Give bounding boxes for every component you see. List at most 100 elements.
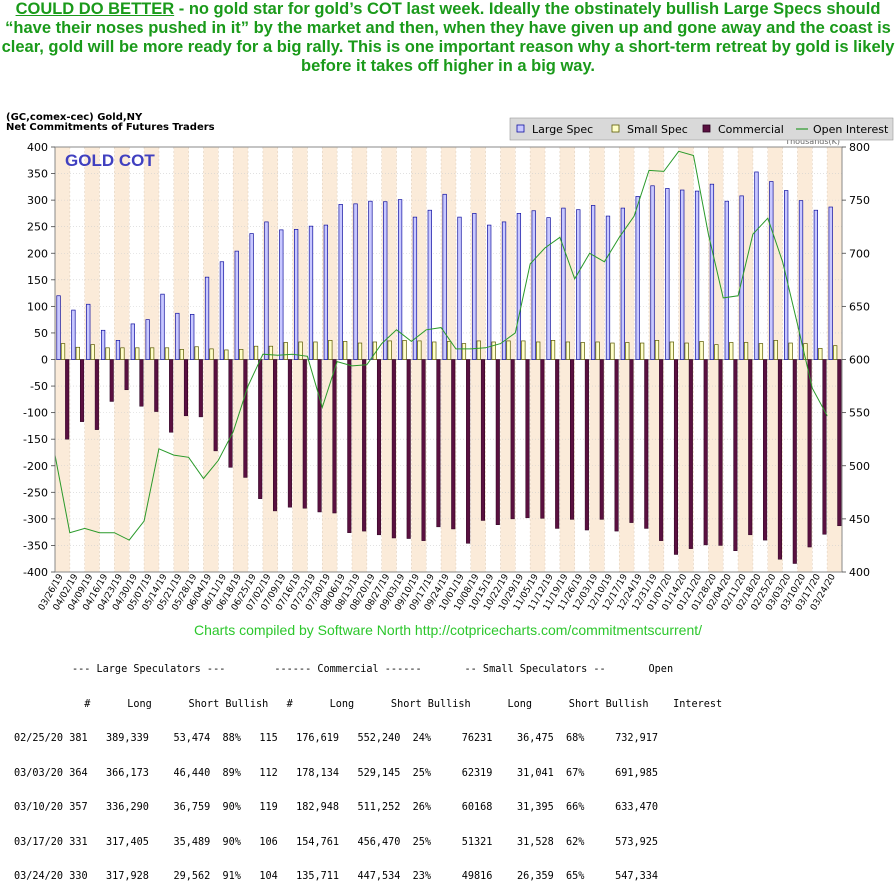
bar-small-spec	[669, 341, 674, 360]
bar-large-spec	[516, 213, 522, 360]
bar-commercial	[124, 359, 129, 391]
bar-small-spec	[239, 349, 244, 360]
bar-commercial	[406, 359, 411, 539]
bar-small-spec	[506, 340, 511, 360]
bar-commercial	[792, 359, 797, 564]
bar-small-spec	[461, 343, 467, 360]
chart-title: GOLD COT	[65, 151, 155, 170]
bar-large-spec	[204, 276, 210, 360]
bar-small-spec	[833, 345, 838, 360]
bar-commercial	[213, 359, 218, 452]
bar-small-spec	[253, 345, 259, 360]
cot-chart: 400350300250200150100500-50-100-150-200-…	[23, 117, 894, 613]
bar-small-spec	[328, 340, 333, 360]
bar-commercial	[154, 359, 159, 412]
headline-commentary: COULD DO BETTER - no gold star for gold’…	[0, 0, 896, 76]
bar-large-spec	[501, 221, 507, 360]
bar-large-spec	[100, 329, 106, 360]
bar-commercial	[703, 359, 708, 546]
right-axis-tick-label: 650	[849, 300, 870, 313]
bar-commercial	[822, 359, 827, 535]
bar-small-spec	[357, 342, 363, 360]
chart-credit: Charts compiled by Software North http:/…	[193, 622, 703, 638]
bar-large-spec	[397, 199, 403, 360]
bar-small-spec	[298, 341, 303, 360]
bar-large-spec	[546, 217, 551, 360]
left-axis-tick-label: -300	[23, 513, 48, 526]
bar-large-spec	[294, 228, 299, 360]
bar-commercial	[362, 359, 367, 532]
right-axis-tick-label: 700	[849, 247, 870, 260]
bar-commercial	[198, 359, 203, 418]
bar-commercial	[317, 359, 322, 513]
bar-small-spec	[639, 342, 645, 360]
left-axis-tick-label: 250	[27, 221, 48, 234]
bar-large-spec	[190, 313, 195, 360]
bar-large-spec	[576, 209, 581, 360]
bar-commercial	[79, 359, 85, 422]
source-description: Net Commitments of Futures Traders	[6, 122, 215, 133]
bar-large-spec	[561, 207, 566, 360]
bar-commercial	[777, 359, 782, 560]
bar-large-spec	[531, 210, 536, 360]
bar-large-spec	[427, 209, 432, 360]
right-axis-unit: Thousands(K)	[784, 137, 840, 146]
bar-small-spec	[743, 342, 749, 360]
bar-large-spec	[457, 216, 462, 360]
legend-label-small-spec: Small Spec	[627, 123, 688, 136]
bar-large-spec	[754, 171, 759, 360]
line-open-interest	[54, 150, 828, 541]
table-row: 03/10/20 357 336,290 36,759 90% 119 182,…	[14, 802, 659, 813]
bar-small-spec	[164, 347, 170, 360]
bar-small-spec	[105, 347, 110, 360]
bar-commercial	[584, 359, 589, 531]
bar-small-spec	[699, 341, 704, 360]
bar-commercial	[763, 359, 768, 541]
left-axis-tick-label: 50	[34, 327, 48, 340]
bar-small-spec	[179, 349, 184, 360]
bar-large-spec	[56, 295, 61, 360]
bar-commercial	[466, 359, 471, 544]
bar-small-spec	[729, 342, 734, 360]
bar-commercial	[436, 359, 441, 528]
bar-large-spec	[323, 224, 328, 360]
bar-small-spec	[149, 347, 155, 360]
left-axis-tick-label: 300	[27, 194, 48, 207]
bar-small-spec	[194, 346, 199, 360]
bar-small-spec	[580, 342, 585, 360]
bar-small-spec	[224, 349, 229, 360]
bar-large-spec	[86, 303, 91, 360]
bar-large-spec	[130, 323, 135, 360]
bar-small-spec	[625, 342, 630, 360]
bar-large-spec	[739, 195, 744, 360]
bar-commercial	[570, 359, 575, 520]
bar-small-spec	[565, 341, 571, 360]
right-axis-tick-label: 800	[849, 141, 870, 154]
bar-large-spec	[442, 193, 447, 360]
bar-commercial	[183, 359, 189, 417]
bar-commercial	[688, 359, 693, 549]
left-axis-tick-label: -350	[23, 539, 48, 552]
bar-small-spec	[550, 340, 556, 360]
bar-large-spec	[605, 215, 611, 360]
right-axis-tick-label: 550	[849, 407, 870, 420]
bar-commercial	[540, 359, 545, 519]
bar-large-spec	[620, 207, 625, 360]
bar-commercial	[302, 359, 307, 509]
bar-commercial	[673, 359, 679, 555]
bar-small-spec	[402, 340, 407, 360]
bar-large-spec	[368, 200, 373, 360]
bar-small-spec	[788, 342, 793, 360]
left-axis-tick-label: -50	[30, 380, 48, 393]
bar-small-spec	[491, 341, 496, 360]
bar-large-spec	[353, 203, 358, 360]
bar-commercial	[659, 359, 664, 541]
left-axis-tick-label: 400	[27, 141, 48, 154]
bar-large-spec	[680, 189, 685, 360]
bar-small-spec	[446, 341, 452, 360]
bar-large-spec	[694, 190, 700, 360]
source-symbol: (GC,comex-cec) Gold,NY	[6, 112, 143, 123]
headline-text: - no gold star for gold’s COT last week.…	[1, 0, 895, 75]
legend-swatch-commercial	[702, 124, 711, 133]
bar-small-spec	[417, 340, 422, 360]
